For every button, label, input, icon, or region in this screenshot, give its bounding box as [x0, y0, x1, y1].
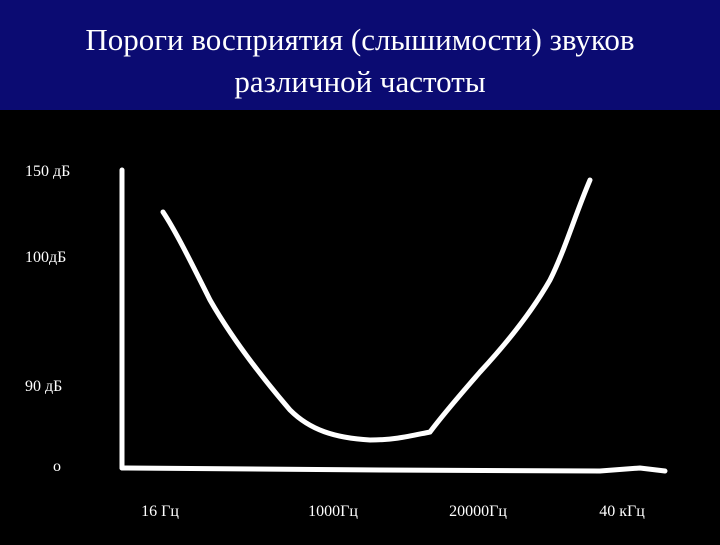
axes — [119, 167, 668, 474]
y-axis-label: o — [53, 458, 61, 475]
y-axis-label: 100дБ — [25, 249, 66, 266]
title-line: различной частоты — [234, 64, 485, 99]
x-axis-label: 20000Гц — [449, 503, 507, 520]
x-axis-label: 16 Гц — [141, 503, 179, 520]
y-axis-label: 90 дБ — [25, 378, 62, 395]
x-axis-label: 40 кГц — [599, 503, 645, 520]
title-line: Пороги восприятия (слышимости) звуков — [85, 22, 634, 57]
header-band — [0, 0, 720, 110]
x-axis-label: 1000Гц — [308, 503, 358, 520]
threshold-curve — [160, 177, 593, 443]
x-axis — [119, 465, 668, 474]
y-axis-label: 150 дБ — [25, 163, 70, 180]
